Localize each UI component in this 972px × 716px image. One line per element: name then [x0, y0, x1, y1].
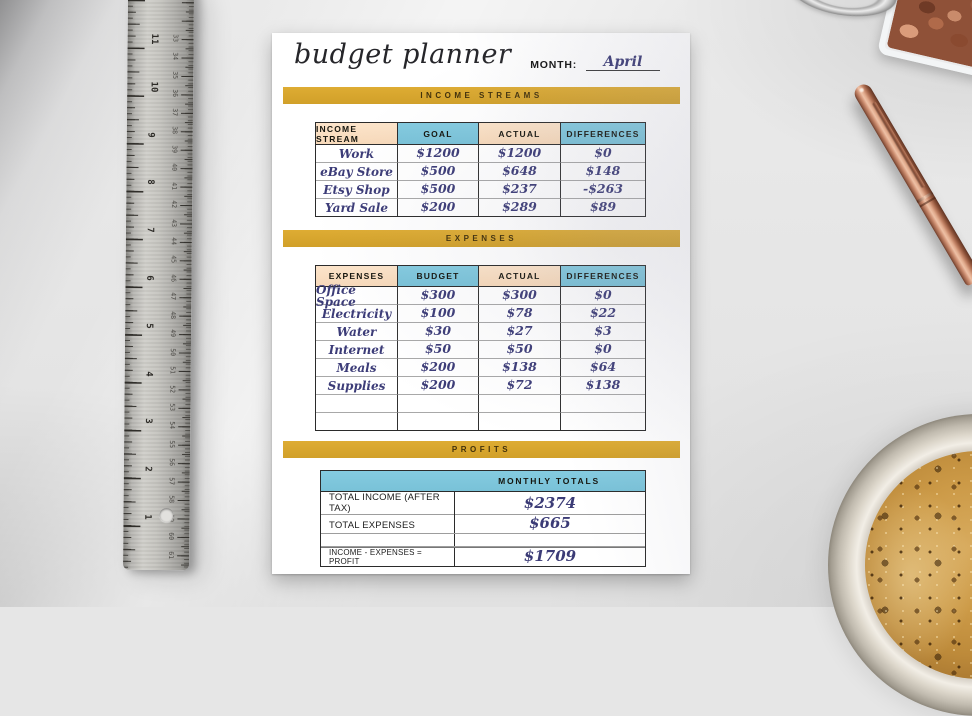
expense-row-budget: $200 [398, 377, 479, 395]
expense-row-empty [316, 395, 398, 413]
expense-row-empty [561, 395, 645, 413]
expense-row-diff: $22 [561, 305, 645, 323]
income-row-name: Work [316, 145, 398, 163]
expense-row-empty [398, 413, 479, 430]
income-row-goal: $1200 [398, 145, 479, 163]
budget-planner-sheet: budget planner MONTH: April INCOME STREA… [272, 33, 690, 574]
expense-row-diff: $138 [561, 377, 645, 395]
total-income-label: TOTAL INCOME (AFTER TAX) [321, 492, 455, 516]
expense-row-name: Office Space [316, 284, 398, 308]
income-row-diff: $148 [561, 163, 645, 181]
income-row-diff: -$263 [561, 181, 645, 199]
profit-label: INCOME - EXPENSES = PROFIT [321, 548, 455, 566]
coffee-surface [865, 451, 972, 679]
income-row-name: eBay Store [316, 163, 398, 181]
metal-ruler: 11 10 9 8 7 6 5 4 3 2 1 33 34 35 36 37 38 39 40 41 42 43 44 45… [123, 0, 195, 571]
profits-banner: PROFITS [283, 441, 680, 458]
income-row-goal: $200 [398, 199, 479, 216]
month-label: MONTH: [530, 59, 577, 71]
expense-row-actual: $300 [479, 287, 561, 305]
expenses-header-budget: BUDGET [398, 266, 479, 287]
page-title: budget planner [294, 39, 512, 70]
income-row-name: Etsy Shop [316, 181, 398, 199]
expenses-header-actual: ACTUAL [479, 266, 561, 287]
expense-row-name: Water [316, 323, 398, 341]
expenses-banner: EXPENSES [283, 230, 680, 247]
total-expenses-row: TOTAL EXPENSES $665 [321, 515, 645, 534]
expense-row-diff: $0 [561, 341, 645, 359]
income-row-name: Yard Sale [316, 199, 398, 216]
ruler-hanging-hole [159, 508, 174, 523]
total-income-value: $2374 [523, 494, 577, 513]
income-streams-banner: INCOME STREAMS [283, 87, 680, 104]
expense-row-empty [561, 413, 645, 430]
income-row-actual: $648 [479, 163, 561, 181]
expense-row-budget: $100 [398, 305, 479, 323]
expense-row-name: Meals [316, 359, 398, 377]
expense-row-diff: $64 [561, 359, 645, 377]
monthly-totals-header-label: MONTHLY TOTALS [498, 476, 600, 486]
month-field: MONTH: April [530, 55, 660, 71]
expense-row-actual: $138 [479, 359, 561, 377]
income-row-actual: $1200 [479, 145, 561, 163]
expense-row-empty [316, 413, 398, 430]
expense-row-name: Supplies [316, 377, 398, 395]
expense-row-actual: $78 [479, 305, 561, 323]
total-expenses-value: $665 [529, 514, 571, 533]
expense-row-budget: $30 [398, 323, 479, 341]
income-row-goal: $500 [398, 181, 479, 199]
expenses-table: EXPENSES BUDGET ACTUAL DIFFERENCES Offic… [315, 265, 646, 431]
month-handwritten-value: April [586, 55, 660, 71]
income-row-diff: $0 [561, 145, 645, 163]
income-row-actual: $237 [479, 181, 561, 199]
expense-row-name: Internet [316, 341, 398, 359]
profit-value: $1709 [523, 547, 577, 566]
income-row-actual: $289 [479, 199, 561, 216]
total-income-row: TOTAL INCOME (AFTER TAX) $2374 [321, 492, 645, 516]
profit-row: INCOME - EXPENSES = PROFIT $1709 [321, 547, 645, 566]
expense-row-diff: $3 [561, 323, 645, 341]
expense-row-actual: $27 [479, 323, 561, 341]
empty-row [321, 534, 645, 547]
total-expenses-label: TOTAL EXPENSES [321, 515, 455, 533]
income-header-actual: ACTUAL [479, 123, 561, 145]
expense-row-actual: $72 [479, 377, 561, 395]
income-row-diff: $89 [589, 199, 617, 215]
income-header-stream: INCOME STREAM [316, 123, 398, 145]
expense-row-budget: $50 [398, 341, 479, 359]
income-header-differences: DIFFERENCES [561, 123, 645, 145]
expense-row-name: Electricity [316, 305, 398, 323]
expense-row-budget: $200 [398, 359, 479, 377]
expense-row-actual: $50 [479, 341, 561, 359]
monthly-totals-header: MONTHLY TOTALS [321, 471, 645, 492]
expense-row-diff: $0 [561, 287, 645, 305]
income-header-goal: GOAL [398, 123, 479, 145]
expenses-header-name: EXPENSES [316, 266, 398, 287]
expense-row-empty [398, 395, 479, 413]
expense-row-empty [479, 413, 561, 430]
expense-row-budget: $300 [398, 287, 479, 305]
monthly-totals-table: MONTHLY TOTALS TOTAL INCOME (AFTER TAX) … [320, 470, 646, 567]
expenses-header-differences: DIFFERENCES [561, 266, 645, 287]
income-row-goal: $500 [398, 163, 479, 181]
expense-row-empty [479, 395, 561, 413]
income-table: INCOME STREAM GOAL ACTUAL DIFFERENCES Wo… [315, 122, 646, 217]
